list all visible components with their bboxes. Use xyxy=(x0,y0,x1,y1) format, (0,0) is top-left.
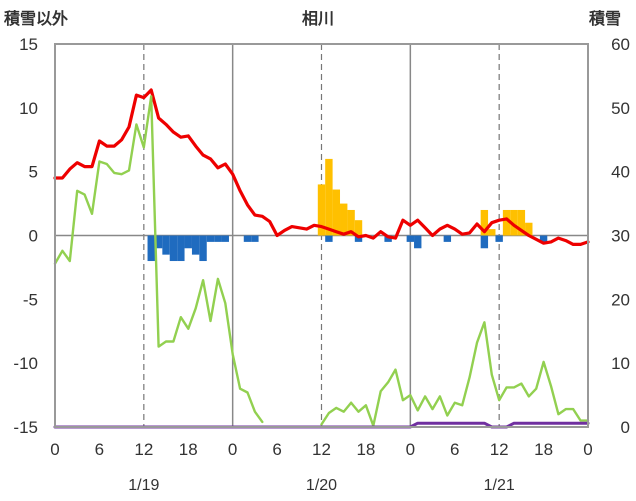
bar xyxy=(154,235,163,249)
bar xyxy=(347,209,355,236)
date-labels: 1/19 1/20 1/21 xyxy=(128,477,515,494)
x-tick-label: 0 xyxy=(50,440,59,459)
bar xyxy=(162,235,170,255)
left-tick-labels: 15 10 5 0 -5 -10 -15 xyxy=(13,35,38,437)
bar xyxy=(414,235,422,249)
right-tick-label: 60 xyxy=(611,35,630,54)
right-tick-label: 20 xyxy=(611,290,630,309)
right-tick-label: 0 xyxy=(621,418,630,437)
bar xyxy=(214,235,222,242)
right-tick-label: 30 xyxy=(611,227,630,246)
right-tick-label: 40 xyxy=(611,163,630,182)
bar xyxy=(510,209,518,236)
bar xyxy=(354,235,363,242)
plot-frame xyxy=(54,43,589,428)
x-tick-label: 18 xyxy=(534,440,553,459)
x-tick-label: 12 xyxy=(490,440,509,459)
bar xyxy=(169,235,178,262)
right-tick-label: 10 xyxy=(611,354,630,373)
right-tick-label: 50 xyxy=(611,99,630,118)
date-label: 1/21 xyxy=(484,477,515,494)
bars xyxy=(147,158,548,262)
series-line xyxy=(53,95,264,424)
left-tick-label: -10 xyxy=(13,354,38,373)
left-tick-label: -15 xyxy=(13,418,38,437)
x-tick-label: 12 xyxy=(134,440,153,459)
x-tick-label: 18 xyxy=(356,440,375,459)
left-tick-label: 0 xyxy=(29,227,38,246)
left-tick-label: 15 xyxy=(19,35,38,54)
series-line xyxy=(320,321,590,427)
bar xyxy=(480,209,489,236)
bar xyxy=(488,229,496,236)
bar xyxy=(147,235,155,262)
x-tick-label: 0 xyxy=(228,440,237,459)
bar xyxy=(332,189,341,236)
bar xyxy=(184,235,192,249)
bar xyxy=(325,158,333,236)
bar xyxy=(199,235,207,262)
bar xyxy=(354,220,363,236)
bar xyxy=(177,235,185,262)
x-tick-label: 0 xyxy=(406,440,415,459)
bar xyxy=(340,203,348,236)
x-tick-label: 6 xyxy=(95,440,104,459)
x-tick-label: 0 xyxy=(583,440,592,459)
bar xyxy=(243,235,252,242)
bar xyxy=(317,184,326,236)
bar xyxy=(480,235,489,249)
chart-title: 相川 xyxy=(302,9,334,28)
left-tick-label: 5 xyxy=(29,163,38,182)
x-tick-label: 18 xyxy=(179,440,198,459)
left-tick-label: 10 xyxy=(19,99,38,118)
bar xyxy=(495,235,503,242)
x-tick-label: 6 xyxy=(272,440,281,459)
bar xyxy=(502,209,511,236)
date-label: 1/20 xyxy=(306,477,337,494)
bar xyxy=(251,235,259,242)
bar xyxy=(406,235,415,242)
bar xyxy=(384,235,392,242)
right-axis-label: 積雪 xyxy=(588,9,621,28)
bar xyxy=(539,235,548,242)
x-tick-labels: 0 6 12 18 0 6 12 18 0 6 12 18 0 xyxy=(50,440,592,459)
bar xyxy=(325,235,333,242)
bar xyxy=(191,235,200,255)
bar xyxy=(443,235,452,242)
left-tick-label: -5 xyxy=(23,290,38,309)
x-tick-label: 6 xyxy=(450,440,459,459)
series-line xyxy=(53,88,590,246)
bar xyxy=(206,235,215,242)
x-tick-label: 12 xyxy=(312,440,331,459)
date-label: 1/19 xyxy=(128,477,159,494)
bar xyxy=(221,235,229,242)
bar xyxy=(525,222,533,236)
bar xyxy=(517,209,526,236)
right-tick-labels: 60 50 40 30 20 10 0 xyxy=(611,35,630,437)
left-axis-label: 積雪以外 xyxy=(3,9,68,28)
